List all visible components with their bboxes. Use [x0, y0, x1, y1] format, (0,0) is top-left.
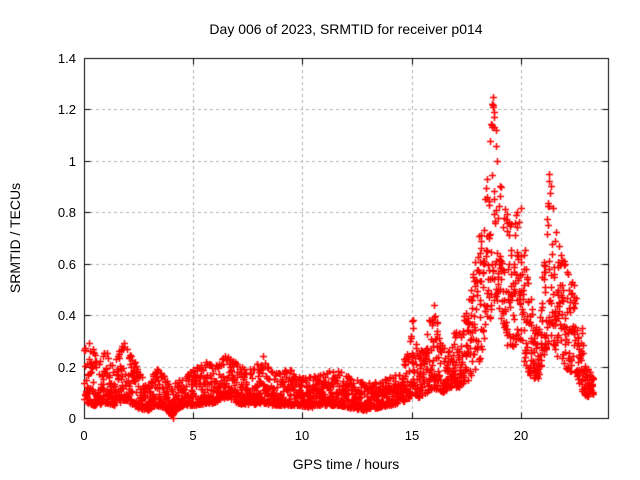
x-tick-label: 20: [513, 428, 529, 443]
y-tick-label: 0.6: [57, 257, 76, 272]
x-axis-label: GPS time / hours: [292, 456, 400, 472]
y-tick-label: 1: [68, 154, 76, 169]
y-tick-label: 1.2: [57, 102, 76, 117]
y-tick-label: 0.4: [57, 308, 76, 323]
x-tick-label: 10: [294, 428, 310, 443]
y-tick-label: 1.4: [57, 51, 76, 66]
y-tick-label: 0.2: [57, 360, 76, 375]
x-tick-label: 15: [404, 428, 420, 443]
x-tick-label: 0: [80, 428, 88, 443]
y-axis-label-text: SRMTID / TECUs: [7, 182, 23, 294]
y-tick-label: 0.8: [57, 205, 76, 220]
y-tick-label: 0: [68, 411, 76, 426]
x-tick-label: 5: [189, 428, 197, 443]
chart-title: Day 006 of 2023, SRMTID for receiver p01…: [209, 21, 483, 37]
